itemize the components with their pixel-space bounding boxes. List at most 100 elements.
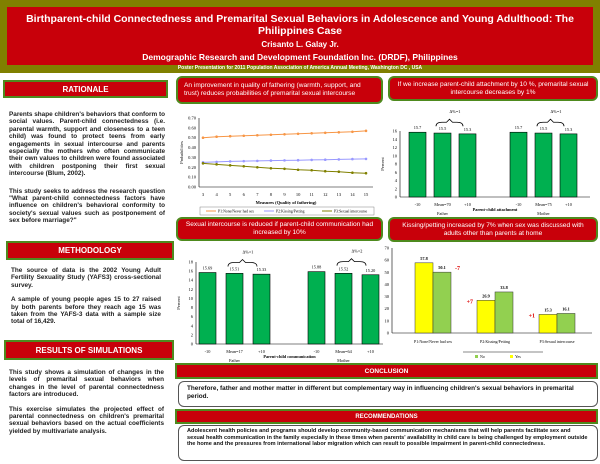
- line-point: [269, 159, 273, 162]
- discussion-chart-x-tick: P2:Kissing/Petting: [480, 339, 510, 344]
- discussion-chart-annotation: -7: [455, 266, 460, 272]
- attachment-chart-x-tick: Mean=75: [535, 202, 552, 207]
- discussion-chart-y-tick: 50: [385, 270, 390, 275]
- methodology-p2: A sample of young people ages 15 to 27 r…: [11, 296, 161, 326]
- attachment-chart-data-label: 15.3: [464, 127, 472, 132]
- communication-chart-x-tick: Mean=64: [335, 349, 352, 354]
- line-point: [201, 162, 205, 165]
- communication-chart-y-tick: 14: [189, 278, 194, 283]
- discussion-chart-x-tick: P3:Sexual intercourse: [540, 339, 575, 344]
- line-point: [228, 160, 232, 163]
- discussion-chart-data-label: 26.9: [482, 293, 490, 298]
- attachment-chart-y-label: Percent: [380, 157, 385, 171]
- rationale-heading: RATIONALE: [3, 80, 168, 98]
- communication-chart-bar: [225, 273, 244, 345]
- attachment-chart-bar: [559, 133, 578, 198]
- line-chart-x-tick: 9: [283, 192, 286, 197]
- discussion-chart-y-tick: 70: [385, 246, 390, 251]
- discussion-chart-bar: [476, 300, 496, 334]
- communication-chart-annotation: Δ%=2: [352, 249, 363, 254]
- line-point: [323, 169, 327, 173]
- communication-chart-annotation: Δ%=1: [243, 250, 254, 255]
- discussion-chart-data-label: 57.8: [420, 256, 428, 261]
- discussion-chart-legend-label: Yes: [515, 354, 521, 359]
- legend-label: P2:Kissing/Petting: [276, 210, 305, 214]
- line-chart-y-tick: 0.30: [188, 155, 197, 160]
- line-point: [269, 166, 273, 170]
- communication-chart-y-tick: 4: [191, 323, 194, 328]
- discussion-chart-bar: [414, 262, 434, 334]
- communication-chart-bar: [361, 274, 380, 345]
- attachment-chart-data-label: 15.5: [540, 126, 548, 131]
- recommendations-text: Adolescent health policies and programs …: [178, 425, 598, 461]
- legend-label: P1:None/Never had sex: [218, 210, 254, 214]
- communication-chart-y-tick: 18: [189, 260, 194, 265]
- communication-chart-y-tick: 16: [189, 269, 194, 274]
- attachment-chart-annotation: Δ%=1: [551, 109, 562, 114]
- line-point: [201, 136, 205, 140]
- event: Poster Presentation for 2011 Population …: [177, 65, 423, 71]
- line-chart-x-tick: 11: [309, 192, 313, 197]
- communication-chart-y-tick: 2: [191, 332, 193, 337]
- communication-chart-y-label: Percent: [176, 296, 181, 310]
- communication-chart-data-label: 15.52: [339, 266, 349, 271]
- attachment-chart-data-label: 15.7: [515, 125, 523, 130]
- line-point: [242, 165, 246, 168]
- attachment-chart-group-label: Father: [437, 211, 449, 216]
- line-point: [310, 131, 313, 135]
- attachment-chart-y-tick: 14: [393, 137, 398, 142]
- line-chart-y-tick: 0.50: [188, 135, 197, 140]
- conclusion-text: Therefore, father and mother matter in d…: [178, 381, 598, 407]
- line-point: [256, 133, 259, 137]
- line-point: [296, 158, 300, 162]
- attachment-chart-x-label: Parent-child attachment: [473, 207, 518, 212]
- attachment-chart-y-tick: 16: [393, 129, 398, 134]
- communication-chart-data-label: 15.51: [230, 266, 240, 271]
- discussion-chart-y-tick: 60: [385, 258, 390, 263]
- attachment-chart-y-tick: 0: [395, 195, 398, 200]
- line-point: [364, 171, 368, 175]
- panel-title-communication: Sexual intercourse is reduced if parent-…: [176, 217, 383, 241]
- communication-chart-y-tick: 6: [191, 314, 194, 319]
- line-point: [364, 157, 368, 161]
- poster-title: Birthparent-child Connectedness and Prem…: [26, 13, 574, 37]
- attachment-chart-brace: [536, 118, 565, 127]
- communication-chart-bar: [198, 272, 217, 345]
- attachment-chart-x-tick: +10: [565, 202, 572, 207]
- attachment-chart-x-tick: +10: [464, 202, 471, 207]
- author: Crisanto L. Galay Jr.: [261, 40, 339, 49]
- line-point: [337, 158, 341, 161]
- discussion-chart-annotation: +7: [467, 299, 473, 305]
- line-chart-x-tick: 5: [229, 192, 232, 197]
- discussion-chart-bar: [538, 314, 558, 334]
- communication-chart-y-tick: 8: [191, 305, 194, 310]
- attachment-chart-group-label: Mother: [537, 211, 550, 216]
- attachment-chart-y-tick: 12: [393, 145, 398, 150]
- methodology-heading: METHODOLOGY: [6, 241, 174, 260]
- communication-chart-bar: [334, 272, 353, 345]
- line-chart-y-label: Probabilities: [179, 141, 184, 164]
- line-chart-y-tick: 0.10: [188, 175, 197, 180]
- discussion-chart-y-tick: 0: [387, 331, 390, 336]
- title-block: Birthparent-child Connectedness and Prem…: [7, 7, 593, 71]
- attachment-chart-y-tick: 6: [395, 170, 398, 175]
- rationale-p2: This study seeks to address the research…: [9, 187, 165, 225]
- discussion-chart-y-tick: 10: [385, 318, 390, 323]
- line-point: [323, 158, 327, 161]
- communication-chart-x-tick: -10: [314, 349, 320, 354]
- results-p2: This exercise simulates the projected ef…: [9, 405, 164, 435]
- line-chart-x-tick: 13: [337, 192, 342, 197]
- line-chart-legend: [199, 206, 375, 216]
- line-point: [242, 159, 246, 163]
- discussion-chart-data-label: 50.1: [438, 265, 446, 270]
- discussion-chart-data-label: 15.3: [544, 307, 552, 312]
- line-point: [310, 168, 313, 172]
- communication-chart-data-label: 15.20: [366, 268, 376, 273]
- results-text: This study shows a simulation of changes…: [9, 369, 164, 442]
- organization: Demographic Research and Development Fou…: [142, 52, 458, 62]
- attachment-chart-bar: [433, 132, 452, 198]
- discussion-chart-bar: [494, 291, 514, 334]
- line-point: [215, 160, 218, 164]
- panel-title-attachment: If we increase parent-child attachment b…: [388, 76, 598, 101]
- communication-chart-x-tick: +10: [258, 349, 265, 354]
